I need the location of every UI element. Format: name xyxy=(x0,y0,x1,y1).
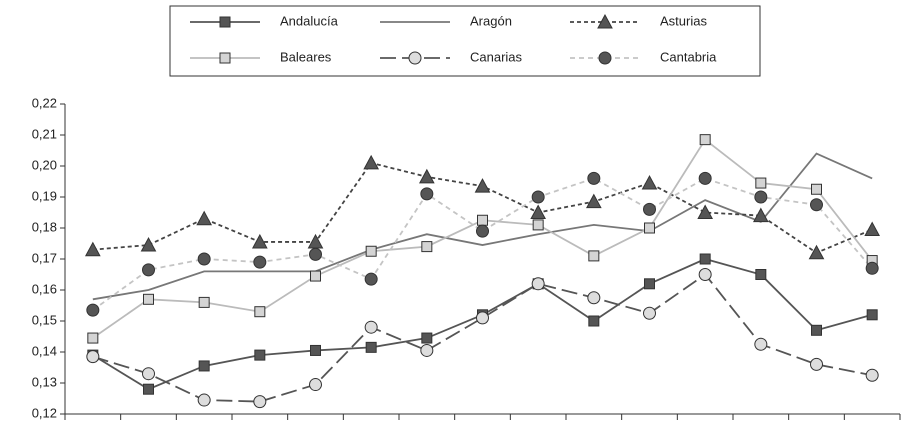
marker xyxy=(87,332,99,344)
marker xyxy=(865,368,879,382)
y-tick-label: 0,12 xyxy=(32,405,57,420)
marker xyxy=(644,278,655,290)
marker xyxy=(418,168,435,184)
marker xyxy=(140,236,157,252)
marker xyxy=(811,183,822,195)
marker xyxy=(364,272,378,286)
marker xyxy=(698,268,712,281)
marker xyxy=(641,174,658,190)
y-tick-label: 0,15 xyxy=(32,312,57,327)
marker xyxy=(142,263,155,277)
marker xyxy=(644,222,655,234)
marker xyxy=(365,245,377,257)
marker xyxy=(307,233,324,249)
marker xyxy=(310,344,321,356)
marker xyxy=(865,261,879,275)
marker xyxy=(86,350,100,364)
marker xyxy=(755,177,767,189)
marker xyxy=(198,360,210,372)
legend-label: Baleares xyxy=(280,49,332,64)
marker xyxy=(421,332,433,344)
marker xyxy=(364,320,378,334)
legend-label: Andalucía xyxy=(280,13,339,28)
marker xyxy=(643,306,656,320)
marker xyxy=(866,309,878,321)
marker xyxy=(752,207,769,223)
legend-marker xyxy=(597,13,613,29)
marker xyxy=(309,247,322,261)
marker xyxy=(755,269,767,280)
marker xyxy=(477,214,488,226)
marker xyxy=(864,221,881,237)
marker xyxy=(808,244,825,260)
series-line xyxy=(92,177,873,311)
marker xyxy=(253,395,267,409)
marker xyxy=(754,190,768,204)
marker xyxy=(810,198,823,212)
marker xyxy=(254,306,266,318)
marker xyxy=(476,224,489,238)
legend-label: Aragón xyxy=(470,13,512,28)
y-tick-label: 0,19 xyxy=(32,188,57,203)
legend-label: Canarias xyxy=(470,49,523,64)
y-tick-label: 0,16 xyxy=(32,281,57,296)
marker xyxy=(196,210,213,226)
marker xyxy=(84,241,101,257)
legend-label: Asturias xyxy=(660,13,707,28)
marker xyxy=(588,315,600,327)
marker xyxy=(420,343,434,357)
y-tick-label: 0,22 xyxy=(32,95,57,110)
marker xyxy=(587,291,601,305)
marker xyxy=(197,393,211,407)
y-tick-label: 0,14 xyxy=(32,343,57,358)
marker xyxy=(754,337,768,351)
legend-marker xyxy=(408,51,422,65)
marker xyxy=(811,324,822,336)
marker xyxy=(198,296,210,308)
marker xyxy=(532,219,544,231)
marker xyxy=(421,241,433,253)
series-line xyxy=(92,273,873,403)
marker xyxy=(365,341,377,353)
marker xyxy=(86,303,100,317)
marker xyxy=(253,255,267,269)
marker xyxy=(142,367,155,381)
legend-marker xyxy=(219,16,231,28)
y-tick-label: 0,13 xyxy=(32,374,57,389)
y-tick-label: 0,17 xyxy=(32,250,57,265)
marker xyxy=(531,277,545,291)
marker xyxy=(474,178,491,193)
y-tick-label: 0,18 xyxy=(32,219,57,234)
legend-label: Cantabria xyxy=(660,49,717,64)
y-tick-label: 0,21 xyxy=(32,126,57,141)
marker xyxy=(585,193,602,209)
marker xyxy=(476,311,489,325)
marker xyxy=(643,202,656,216)
marker xyxy=(309,378,322,392)
marker xyxy=(143,383,154,395)
marker xyxy=(587,171,601,185)
series-line xyxy=(92,138,873,339)
marker xyxy=(254,349,266,361)
marker xyxy=(363,154,380,170)
series-line xyxy=(92,161,873,254)
marker xyxy=(698,171,712,185)
legend-marker xyxy=(219,52,231,64)
marker xyxy=(588,250,600,262)
marker xyxy=(699,253,711,265)
marker xyxy=(810,357,823,371)
marker xyxy=(143,293,154,305)
legend-box xyxy=(169,5,761,77)
marker xyxy=(531,190,545,204)
marker xyxy=(697,204,714,219)
marker xyxy=(530,204,547,219)
marker xyxy=(197,252,211,266)
y-tick-label: 0,20 xyxy=(32,157,57,172)
marker xyxy=(310,270,321,282)
marker xyxy=(251,233,268,249)
marker xyxy=(420,187,434,201)
marker xyxy=(699,134,711,146)
legend-marker xyxy=(598,51,612,65)
